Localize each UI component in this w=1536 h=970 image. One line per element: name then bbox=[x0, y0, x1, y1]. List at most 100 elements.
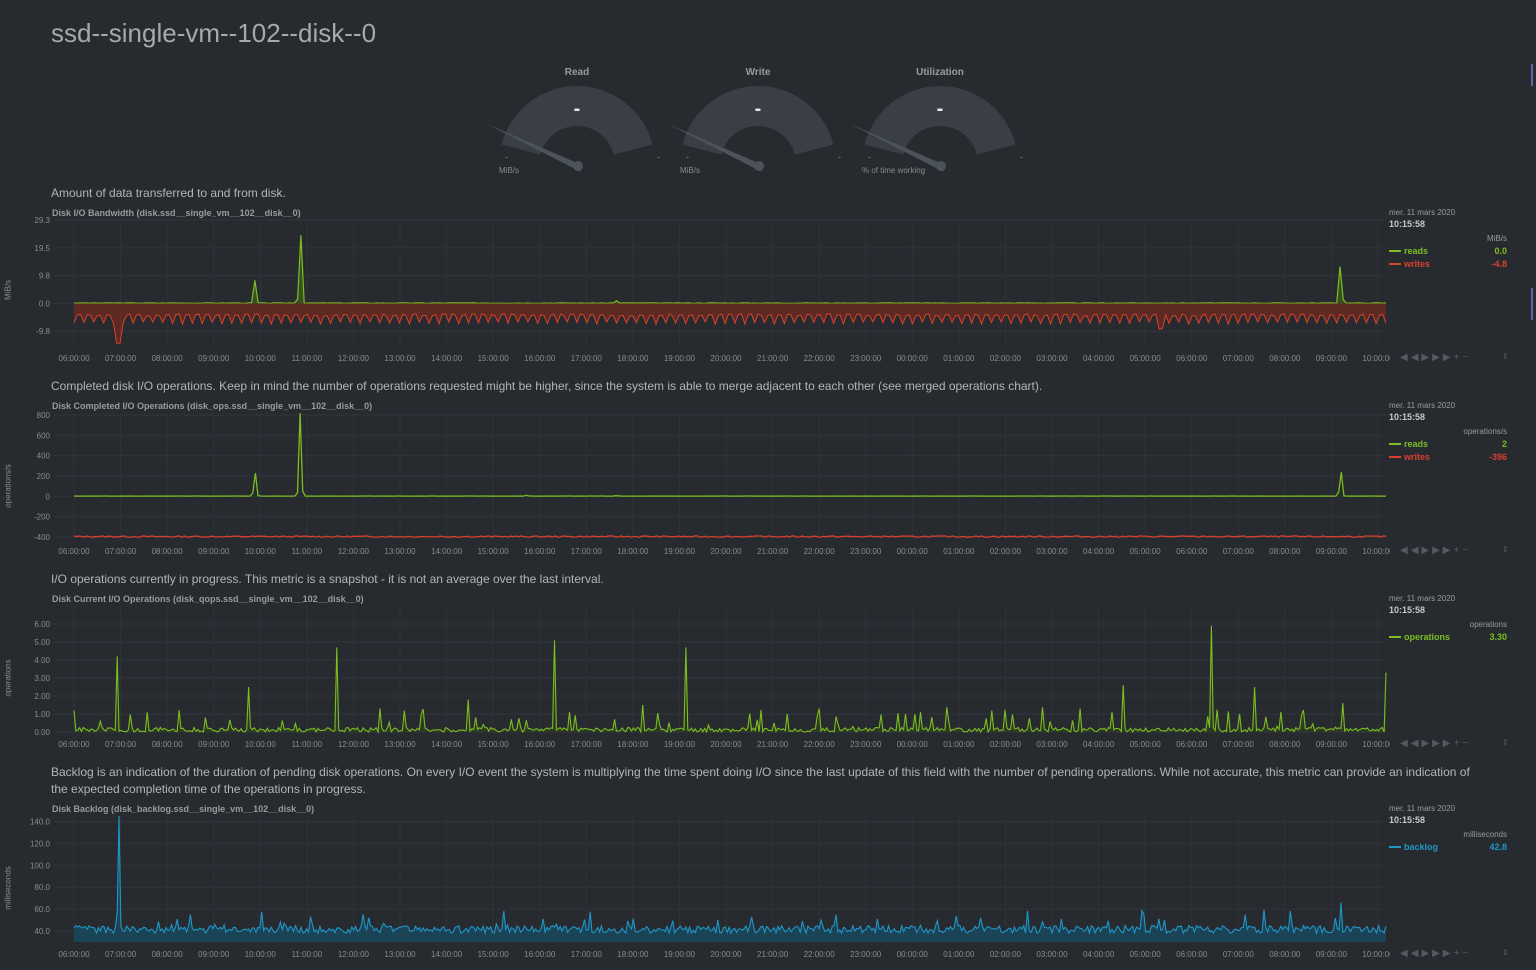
y-tick-label: 5.00 bbox=[34, 638, 50, 647]
legend-item-writes[interactable]: writes -4.8 bbox=[1389, 259, 1507, 269]
y-tick-label: -200 bbox=[34, 513, 51, 522]
series-operations-line bbox=[73, 625, 1387, 735]
x-tick-label: 04:00:00 bbox=[1083, 354, 1115, 363]
x-tick-label: 19:00:00 bbox=[664, 547, 696, 556]
y-tick-label: 9.8 bbox=[39, 271, 51, 280]
chart-toolbar: ◀◀▶▶▶+− bbox=[1400, 738, 1471, 749]
page-title: ssd--single-vm--102--disk--0 bbox=[51, 18, 377, 48]
resize-handle-icon[interactable]: ⇕ bbox=[1502, 948, 1509, 957]
x-tick-label: 02:00:00 bbox=[990, 354, 1022, 363]
gauge-band bbox=[682, 86, 834, 155]
y-tick-label: 29.3 bbox=[34, 216, 50, 225]
gauge-unit: MiB/s bbox=[680, 166, 700, 175]
x-tick-label: 18:00:00 bbox=[617, 547, 649, 556]
chart-backlog[interactable]: 140.0 120.0 100.0 80.0 60.0 40.0 06:00:00 07:00… bbox=[20, 810, 1390, 962]
play-icon[interactable]: ▶ bbox=[1421, 545, 1433, 556]
y-tick-label: 1.00 bbox=[34, 710, 50, 719]
rewind-icon[interactable]: ◀◀ bbox=[1400, 948, 1422, 959]
y-tick-label: -400 bbox=[34, 533, 51, 542]
rewind-icon[interactable]: ◀◀ bbox=[1400, 545, 1422, 556]
legend-date: mer. 11 mars 2020 bbox=[1389, 594, 1456, 603]
x-tick-label: 08:00:00 bbox=[1269, 950, 1301, 959]
legend-label: reads bbox=[1404, 246, 1429, 256]
x-tick-label: 23:00:00 bbox=[850, 354, 882, 363]
y-tick-label: 6.00 bbox=[34, 620, 50, 629]
x-tick-label: 17:00:00 bbox=[571, 740, 603, 749]
x-tick-label: 16:00:00 bbox=[524, 950, 556, 959]
x-tick-label: 02:00:00 bbox=[990, 547, 1022, 556]
x-tick-label: 10:00:00 bbox=[245, 950, 277, 959]
x-tick-label: 23:00:00 bbox=[850, 740, 882, 749]
legend-item-reads[interactable]: reads 0.0 bbox=[1389, 246, 1507, 256]
x-tick-label: 12:00:00 bbox=[338, 354, 370, 363]
zoom-out-icon[interactable]: − bbox=[1462, 545, 1472, 556]
x-tick-label: 10:00:00 bbox=[1362, 547, 1390, 556]
x-tick-label: 06:00:00 bbox=[58, 547, 90, 556]
fast-forward-icon[interactable]: ▶▶ bbox=[1432, 948, 1454, 959]
play-icon[interactable]: ▶ bbox=[1421, 738, 1433, 749]
x-tick-label: 07:00:00 bbox=[1223, 950, 1255, 959]
scroll-indicator bbox=[1531, 288, 1533, 320]
x-tick-label: 15:00:00 bbox=[478, 740, 510, 749]
y-tick-label: 120.0 bbox=[30, 839, 51, 848]
resize-handle-icon[interactable]: ⇕ bbox=[1502, 352, 1509, 361]
x-tick-label: 12:00:00 bbox=[338, 740, 370, 749]
x-tick-label: 19:00:00 bbox=[664, 740, 696, 749]
gauge-arc bbox=[487, 86, 653, 172]
zoom-in-icon[interactable]: + bbox=[1453, 545, 1463, 556]
x-tick-label: 11:00:00 bbox=[292, 547, 323, 556]
x-tick-label: 09:00:00 bbox=[1316, 354, 1348, 363]
x-tick-label: 08:00:00 bbox=[1269, 354, 1301, 363]
x-tick-label: 10:00:00 bbox=[245, 547, 277, 556]
resize-handle-icon[interactable]: ⇕ bbox=[1502, 545, 1509, 554]
gauge-unit: % of time working bbox=[862, 166, 926, 175]
x-tick-label: 05:00:00 bbox=[1130, 547, 1162, 556]
y-tick-label: 600 bbox=[37, 431, 51, 440]
y-tick-label: 60.0 bbox=[34, 905, 50, 914]
chart-legend: mer. 11 mars 2020 10:15:58 operations/s … bbox=[1389, 401, 1507, 462]
rewind-icon[interactable]: ◀◀ bbox=[1400, 738, 1422, 749]
resize-handle-icon[interactable]: ⇕ bbox=[1502, 738, 1509, 747]
x-tick-label: 07:00:00 bbox=[105, 354, 137, 363]
legend-date: mer. 11 mars 2020 bbox=[1389, 401, 1456, 410]
chart-bandwidth[interactable]: 29.3 19.5 9.8 0.0 -9.8 06:00:00 07:00:00 08:00:… bbox=[20, 214, 1390, 366]
zoom-out-icon[interactable]: − bbox=[1462, 352, 1472, 363]
zoom-in-icon[interactable]: + bbox=[1453, 352, 1463, 363]
legend-item-operations[interactable]: operations 3.30 bbox=[1389, 632, 1507, 642]
chart-completed-ops[interactable]: 800 600 400 200 0 -200 -400 06:00:00 07:00:00 08:… bbox=[20, 407, 1390, 559]
gauge-band bbox=[501, 86, 653, 155]
chart-legend: mer. 11 mars 2020 10:15:58 milliseconds … bbox=[1389, 804, 1507, 852]
x-tick-label: 22:00:00 bbox=[804, 740, 836, 749]
zoom-in-icon[interactable]: + bbox=[1453, 738, 1463, 749]
zoom-out-icon[interactable]: − bbox=[1462, 738, 1472, 749]
y-tick-label: 80.0 bbox=[34, 883, 50, 892]
legend-item-backlog[interactable]: backlog 42.8 bbox=[1389, 842, 1507, 852]
legend-item-writes[interactable]: writes -396 bbox=[1389, 452, 1507, 462]
fast-forward-icon[interactable]: ▶▶ bbox=[1432, 352, 1454, 363]
x-tick-label: 03:00:00 bbox=[1036, 354, 1068, 363]
y-tick-label: 100.0 bbox=[30, 861, 51, 870]
x-tick-label: 20:00:00 bbox=[710, 950, 742, 959]
legend-date: mer. 11 mars 2020 bbox=[1389, 804, 1456, 813]
x-tick-label: 03:00:00 bbox=[1036, 547, 1068, 556]
play-icon[interactable]: ▶ bbox=[1421, 352, 1433, 363]
y-tick-label: 40.0 bbox=[34, 927, 50, 936]
play-icon[interactable]: ▶ bbox=[1421, 948, 1433, 959]
rewind-icon[interactable]: ◀◀ bbox=[1400, 352, 1422, 363]
x-tick-label: 01:00:00 bbox=[943, 547, 975, 556]
fast-forward-icon[interactable]: ▶▶ bbox=[1432, 545, 1454, 556]
chart-current-ops[interactable]: 6.00 5.00 4.00 3.00 2.00 1.00 0.00 06:00:00 07:0… bbox=[20, 600, 1390, 752]
legend-item-reads[interactable]: reads 2 bbox=[1389, 439, 1507, 449]
legend-time: 10:15:58 bbox=[1389, 605, 1426, 615]
x-tick-label: 10:00:00 bbox=[1362, 950, 1390, 959]
x-tick-label: 01:00:00 bbox=[943, 950, 975, 959]
series-reads-line bbox=[73, 413, 1386, 497]
x-tick-label: 14:00:00 bbox=[431, 547, 463, 556]
x-tick-label: 06:00:00 bbox=[58, 740, 90, 749]
zoom-out-icon[interactable]: − bbox=[1462, 948, 1472, 959]
zoom-in-icon[interactable]: + bbox=[1453, 948, 1463, 959]
gauge-needle-hub bbox=[573, 161, 583, 171]
fast-forward-icon[interactable]: ▶▶ bbox=[1432, 738, 1454, 749]
x-tick-label: 09:00:00 bbox=[198, 950, 230, 959]
legend-units: operations bbox=[1469, 620, 1507, 629]
